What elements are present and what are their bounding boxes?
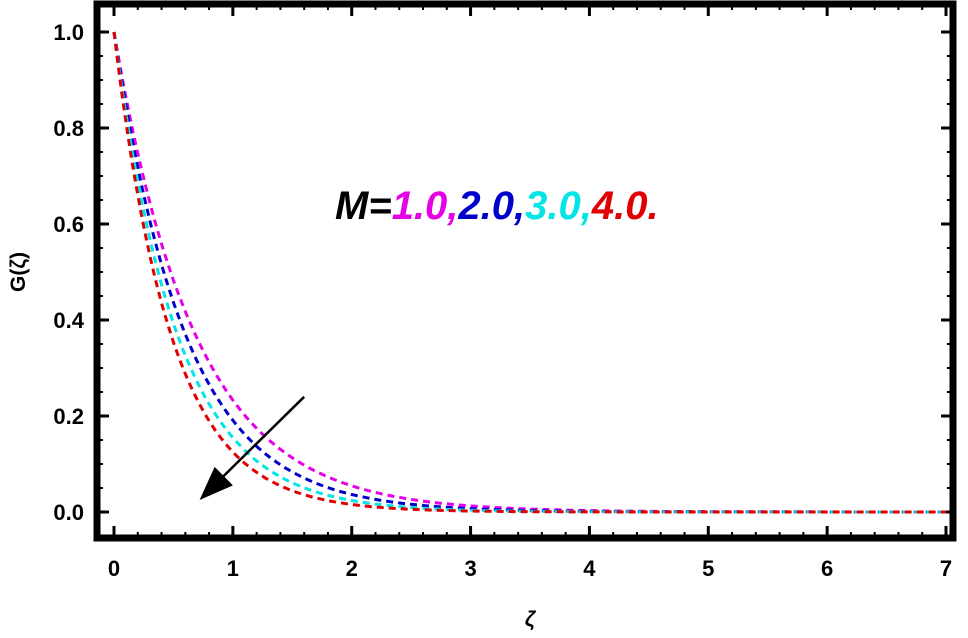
series-line-2 xyxy=(112,31,946,514)
series-line-3 xyxy=(112,31,946,514)
annotation-part-2: 1.0, xyxy=(392,184,459,228)
annotation-part-3: 2.0, xyxy=(457,184,525,228)
trend-arrow xyxy=(199,395,306,500)
y-axis-label: G(ζ) xyxy=(7,252,30,292)
plot-frame xyxy=(93,0,957,542)
x-axis-label: ζ xyxy=(525,608,537,631)
annotation-part-5: 4.0. xyxy=(591,184,659,228)
arrow-head xyxy=(199,466,233,500)
series-line-1 xyxy=(112,31,946,514)
y-tick-label: 0.0 xyxy=(53,500,84,525)
x-tick-label: 1 xyxy=(227,556,239,581)
x-tick-label: 3 xyxy=(464,556,476,581)
tick-labels: 0 1 2 3 4 5 6 7 0.0 0.2 0.4 0.6 0.8 1.0 xyxy=(53,20,952,581)
y-tick-label: 1.0 xyxy=(53,20,84,45)
x-tick-label: 4 xyxy=(583,556,596,581)
y-tick-label: 0.6 xyxy=(53,212,84,237)
series-line-4 xyxy=(112,31,946,514)
ticks xyxy=(97,4,953,538)
x-tick-label: 5 xyxy=(702,556,714,581)
x-tick-label: 0 xyxy=(108,556,120,581)
y-tick-label: 0.8 xyxy=(53,116,84,141)
y-tick-label: 0.2 xyxy=(53,404,84,429)
y-tick-label: 0.4 xyxy=(53,308,84,333)
x-tick-label: 6 xyxy=(821,556,833,581)
annotation-part-1: M= xyxy=(335,184,392,228)
curves xyxy=(112,31,946,514)
x-tick-label: 2 xyxy=(346,556,358,581)
annotation-part-4: 3.0, xyxy=(525,184,592,228)
x-tick-label: 7 xyxy=(940,556,952,581)
arrow-shaft xyxy=(216,395,306,483)
parameter-annotation: M=1.0,2.0,3.0,4.0. xyxy=(335,184,659,228)
